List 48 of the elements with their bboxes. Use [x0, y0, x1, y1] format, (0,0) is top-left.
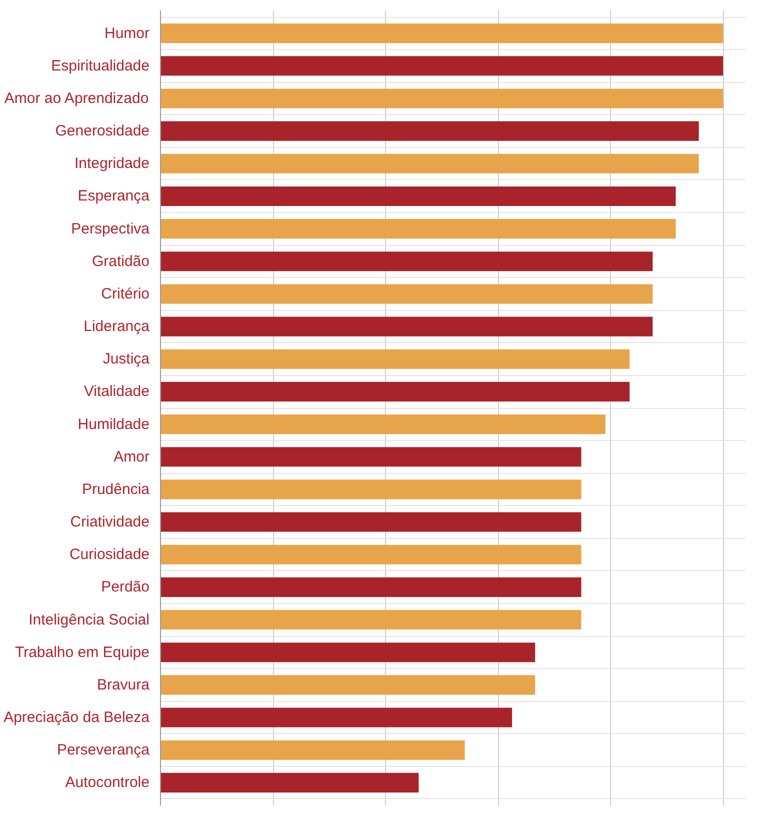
y-tick-label: Generosidade — [55, 122, 150, 140]
bar — [160, 610, 582, 630]
bar — [160, 219, 676, 239]
y-tick-label: Prudência — [82, 480, 150, 498]
bar — [160, 480, 582, 500]
y-tick-label: Bravura — [96, 676, 150, 694]
bar — [160, 708, 512, 728]
y-tick-label: Trabalho em Equipe — [14, 644, 150, 661]
y-tick-label: Curiosidade — [69, 546, 150, 564]
bar — [160, 544, 582, 564]
y-tick-label: Autocontrole — [65, 774, 150, 792]
y-tick-label: Integridade — [74, 155, 150, 172]
bar — [160, 186, 676, 206]
bar — [160, 740, 465, 760]
y-tick-label: Perspectiva — [71, 220, 150, 238]
y-tick-label: Apreciação da Beleza — [4, 709, 150, 726]
bar — [160, 447, 582, 467]
bar — [160, 512, 582, 532]
y-tick-label: Humor — [104, 24, 150, 42]
bar — [160, 577, 582, 597]
y-tick-label: Gratidão — [92, 252, 150, 270]
y-tick-label: Inteligência Social — [28, 611, 150, 628]
bar — [160, 414, 606, 434]
y-tick-label: Amor — [114, 448, 150, 466]
bar — [160, 642, 536, 662]
y-tick-label: Perdão — [101, 578, 150, 596]
y-tick-label: Amor ao Aprendizado — [4, 90, 149, 107]
bar — [160, 24, 723, 44]
bar — [160, 252, 653, 272]
bar — [160, 121, 699, 141]
bar — [160, 316, 653, 336]
bar — [160, 56, 723, 76]
y-tick-label: Humildade — [78, 416, 150, 433]
y-tick-label: Critério — [101, 285, 150, 302]
bar — [160, 88, 723, 108]
y-tick-label: Justiça — [102, 350, 150, 368]
bar — [160, 772, 419, 792]
y-tick-label: Liderança — [84, 318, 150, 336]
bar — [160, 154, 699, 174]
y-tick-label: Criatividade — [70, 514, 150, 531]
y-tick-label: Espiritualidade — [51, 57, 150, 74]
bar — [160, 284, 653, 304]
y-tick-label: Perseverança — [56, 742, 150, 759]
bar — [160, 382, 630, 402]
y-tick-label: Vitalidade — [84, 383, 150, 400]
bar — [160, 349, 630, 369]
y-tick-label: Esperança — [78, 188, 150, 205]
bar — [160, 675, 536, 695]
